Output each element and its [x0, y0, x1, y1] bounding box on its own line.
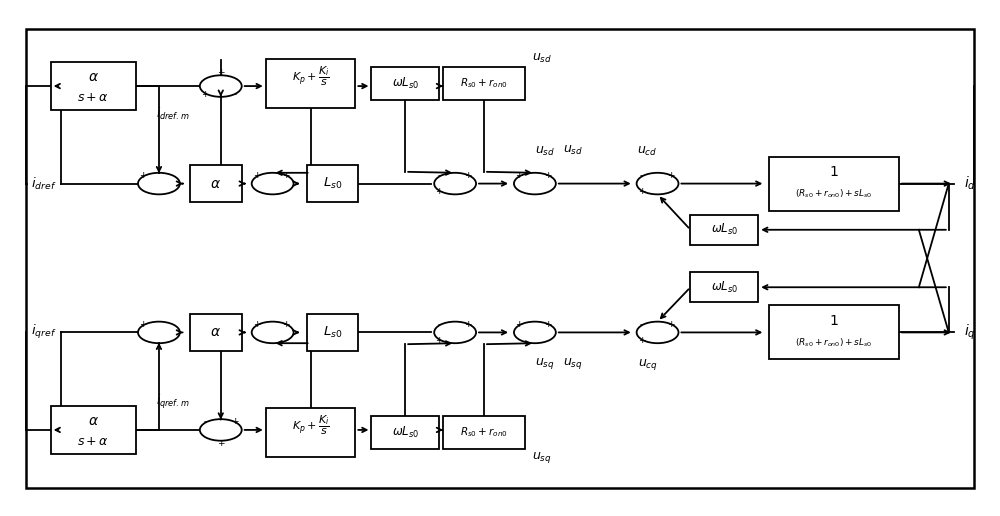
Circle shape: [637, 173, 679, 195]
Text: $R_{s0}+r_{on0}$: $R_{s0}+r_{on0}$: [460, 426, 508, 440]
Circle shape: [138, 321, 180, 343]
Text: $u_{cd}$: $u_{cd}$: [637, 145, 658, 158]
Text: +: +: [544, 320, 552, 329]
Text: +: +: [217, 68, 225, 77]
Text: $1$: $1$: [829, 165, 839, 179]
Text: +: +: [515, 171, 523, 180]
Circle shape: [200, 419, 242, 441]
Text: $R_{s0}+r_{on0}$: $R_{s0}+r_{on0}$: [460, 76, 508, 90]
Text: +: +: [435, 187, 443, 196]
Circle shape: [252, 321, 294, 343]
Text: +: +: [638, 336, 645, 345]
Text: $i_{dref.m}$: $i_{dref.m}$: [156, 106, 190, 122]
Circle shape: [434, 173, 476, 195]
Text: +: +: [253, 320, 260, 329]
Text: $u_{cq}$: $u_{cq}$: [638, 357, 658, 372]
Text: $i_{dref}$: $i_{dref}$: [31, 175, 57, 191]
Bar: [266, 408, 355, 457]
Text: $L_{s0}$: $L_{s0}$: [323, 176, 342, 191]
Text: +: +: [667, 320, 674, 329]
Text: +: +: [544, 171, 552, 180]
Text: +: +: [464, 320, 472, 329]
Bar: [190, 165, 242, 202]
Text: +: +: [667, 171, 674, 180]
Text: +: +: [282, 171, 289, 180]
Bar: [371, 67, 439, 100]
Text: $\omega L_{s0}$: $\omega L_{s0}$: [392, 425, 419, 440]
Text: $u_{sq}$: $u_{sq}$: [563, 356, 583, 370]
Bar: [769, 305, 899, 359]
Text: $s+\alpha$: $s+\alpha$: [77, 91, 109, 104]
Text: $(R_{s0}+r_{on0})+sL_{s0}$: $(R_{s0}+r_{on0})+sL_{s0}$: [795, 336, 873, 349]
Text: -: -: [233, 90, 236, 99]
Text: +: +: [201, 90, 209, 99]
Text: $i_{qref}$: $i_{qref}$: [31, 324, 57, 342]
Circle shape: [138, 173, 180, 195]
Text: -: -: [640, 320, 643, 329]
Text: +: +: [139, 171, 147, 180]
Text: $\alpha$: $\alpha$: [210, 326, 221, 340]
Circle shape: [637, 321, 679, 343]
Bar: [51, 406, 136, 454]
Text: $\alpha$: $\alpha$: [210, 176, 221, 190]
Text: $s+\alpha$: $s+\alpha$: [77, 434, 109, 448]
Text: +: +: [435, 336, 443, 345]
Text: $i_{qref.m}$: $i_{qref.m}$: [156, 393, 190, 411]
Text: +: +: [253, 171, 260, 180]
Text: $(R_{s0}+r_{on0})+sL_{s0}$: $(R_{s0}+r_{on0})+sL_{s0}$: [795, 188, 873, 200]
Bar: [769, 157, 899, 211]
Bar: [690, 272, 758, 302]
Text: $i_q$: $i_q$: [964, 323, 975, 342]
Text: +: +: [217, 439, 225, 448]
Text: $1$: $1$: [829, 314, 839, 328]
Text: +: +: [464, 171, 472, 180]
Text: $K_p+\dfrac{K_i}{s}$: $K_p+\dfrac{K_i}{s}$: [292, 414, 330, 437]
Text: +: +: [638, 187, 645, 196]
Circle shape: [252, 173, 294, 195]
Bar: [266, 59, 355, 108]
Circle shape: [200, 75, 242, 97]
Text: +: +: [231, 417, 238, 426]
Text: $u_{sd}$: $u_{sd}$: [563, 143, 583, 157]
Text: $\alpha$: $\alpha$: [88, 70, 99, 84]
Text: $i_d$: $i_d$: [964, 175, 976, 192]
Circle shape: [514, 173, 556, 195]
Text: $u_{sd}$: $u_{sd}$: [532, 52, 552, 66]
Bar: [690, 215, 758, 245]
Text: -: -: [170, 336, 173, 345]
Text: +: +: [282, 320, 289, 329]
Bar: [443, 416, 525, 449]
Text: $u_{sd}$: $u_{sd}$: [535, 145, 555, 158]
Text: $L_{s0}$: $L_{s0}$: [323, 325, 342, 340]
Text: -: -: [438, 171, 441, 180]
Bar: [190, 314, 242, 351]
Circle shape: [514, 321, 556, 343]
Text: -: -: [170, 187, 173, 196]
Text: $K_p+\dfrac{K_i}{s}$: $K_p+\dfrac{K_i}{s}$: [292, 64, 330, 88]
Bar: [443, 67, 525, 100]
Bar: [307, 165, 358, 202]
Bar: [26, 28, 974, 488]
Text: -: -: [203, 417, 206, 426]
Circle shape: [434, 321, 476, 343]
Text: $\omega L_{s0}$: $\omega L_{s0}$: [711, 222, 738, 237]
Text: $u_{sq}$: $u_{sq}$: [535, 356, 555, 370]
Text: -: -: [640, 171, 643, 180]
Text: +: +: [139, 320, 147, 329]
Text: $\alpha$: $\alpha$: [88, 414, 99, 428]
Bar: [371, 416, 439, 449]
Text: +: +: [515, 320, 523, 329]
Text: $\omega L_{s0}$: $\omega L_{s0}$: [711, 280, 738, 295]
Text: $\omega L_{s0}$: $\omega L_{s0}$: [392, 76, 419, 91]
Bar: [307, 314, 358, 351]
Bar: [51, 62, 136, 110]
Text: $u_{sq}$: $u_{sq}$: [532, 449, 552, 464]
Text: -: -: [438, 320, 441, 329]
